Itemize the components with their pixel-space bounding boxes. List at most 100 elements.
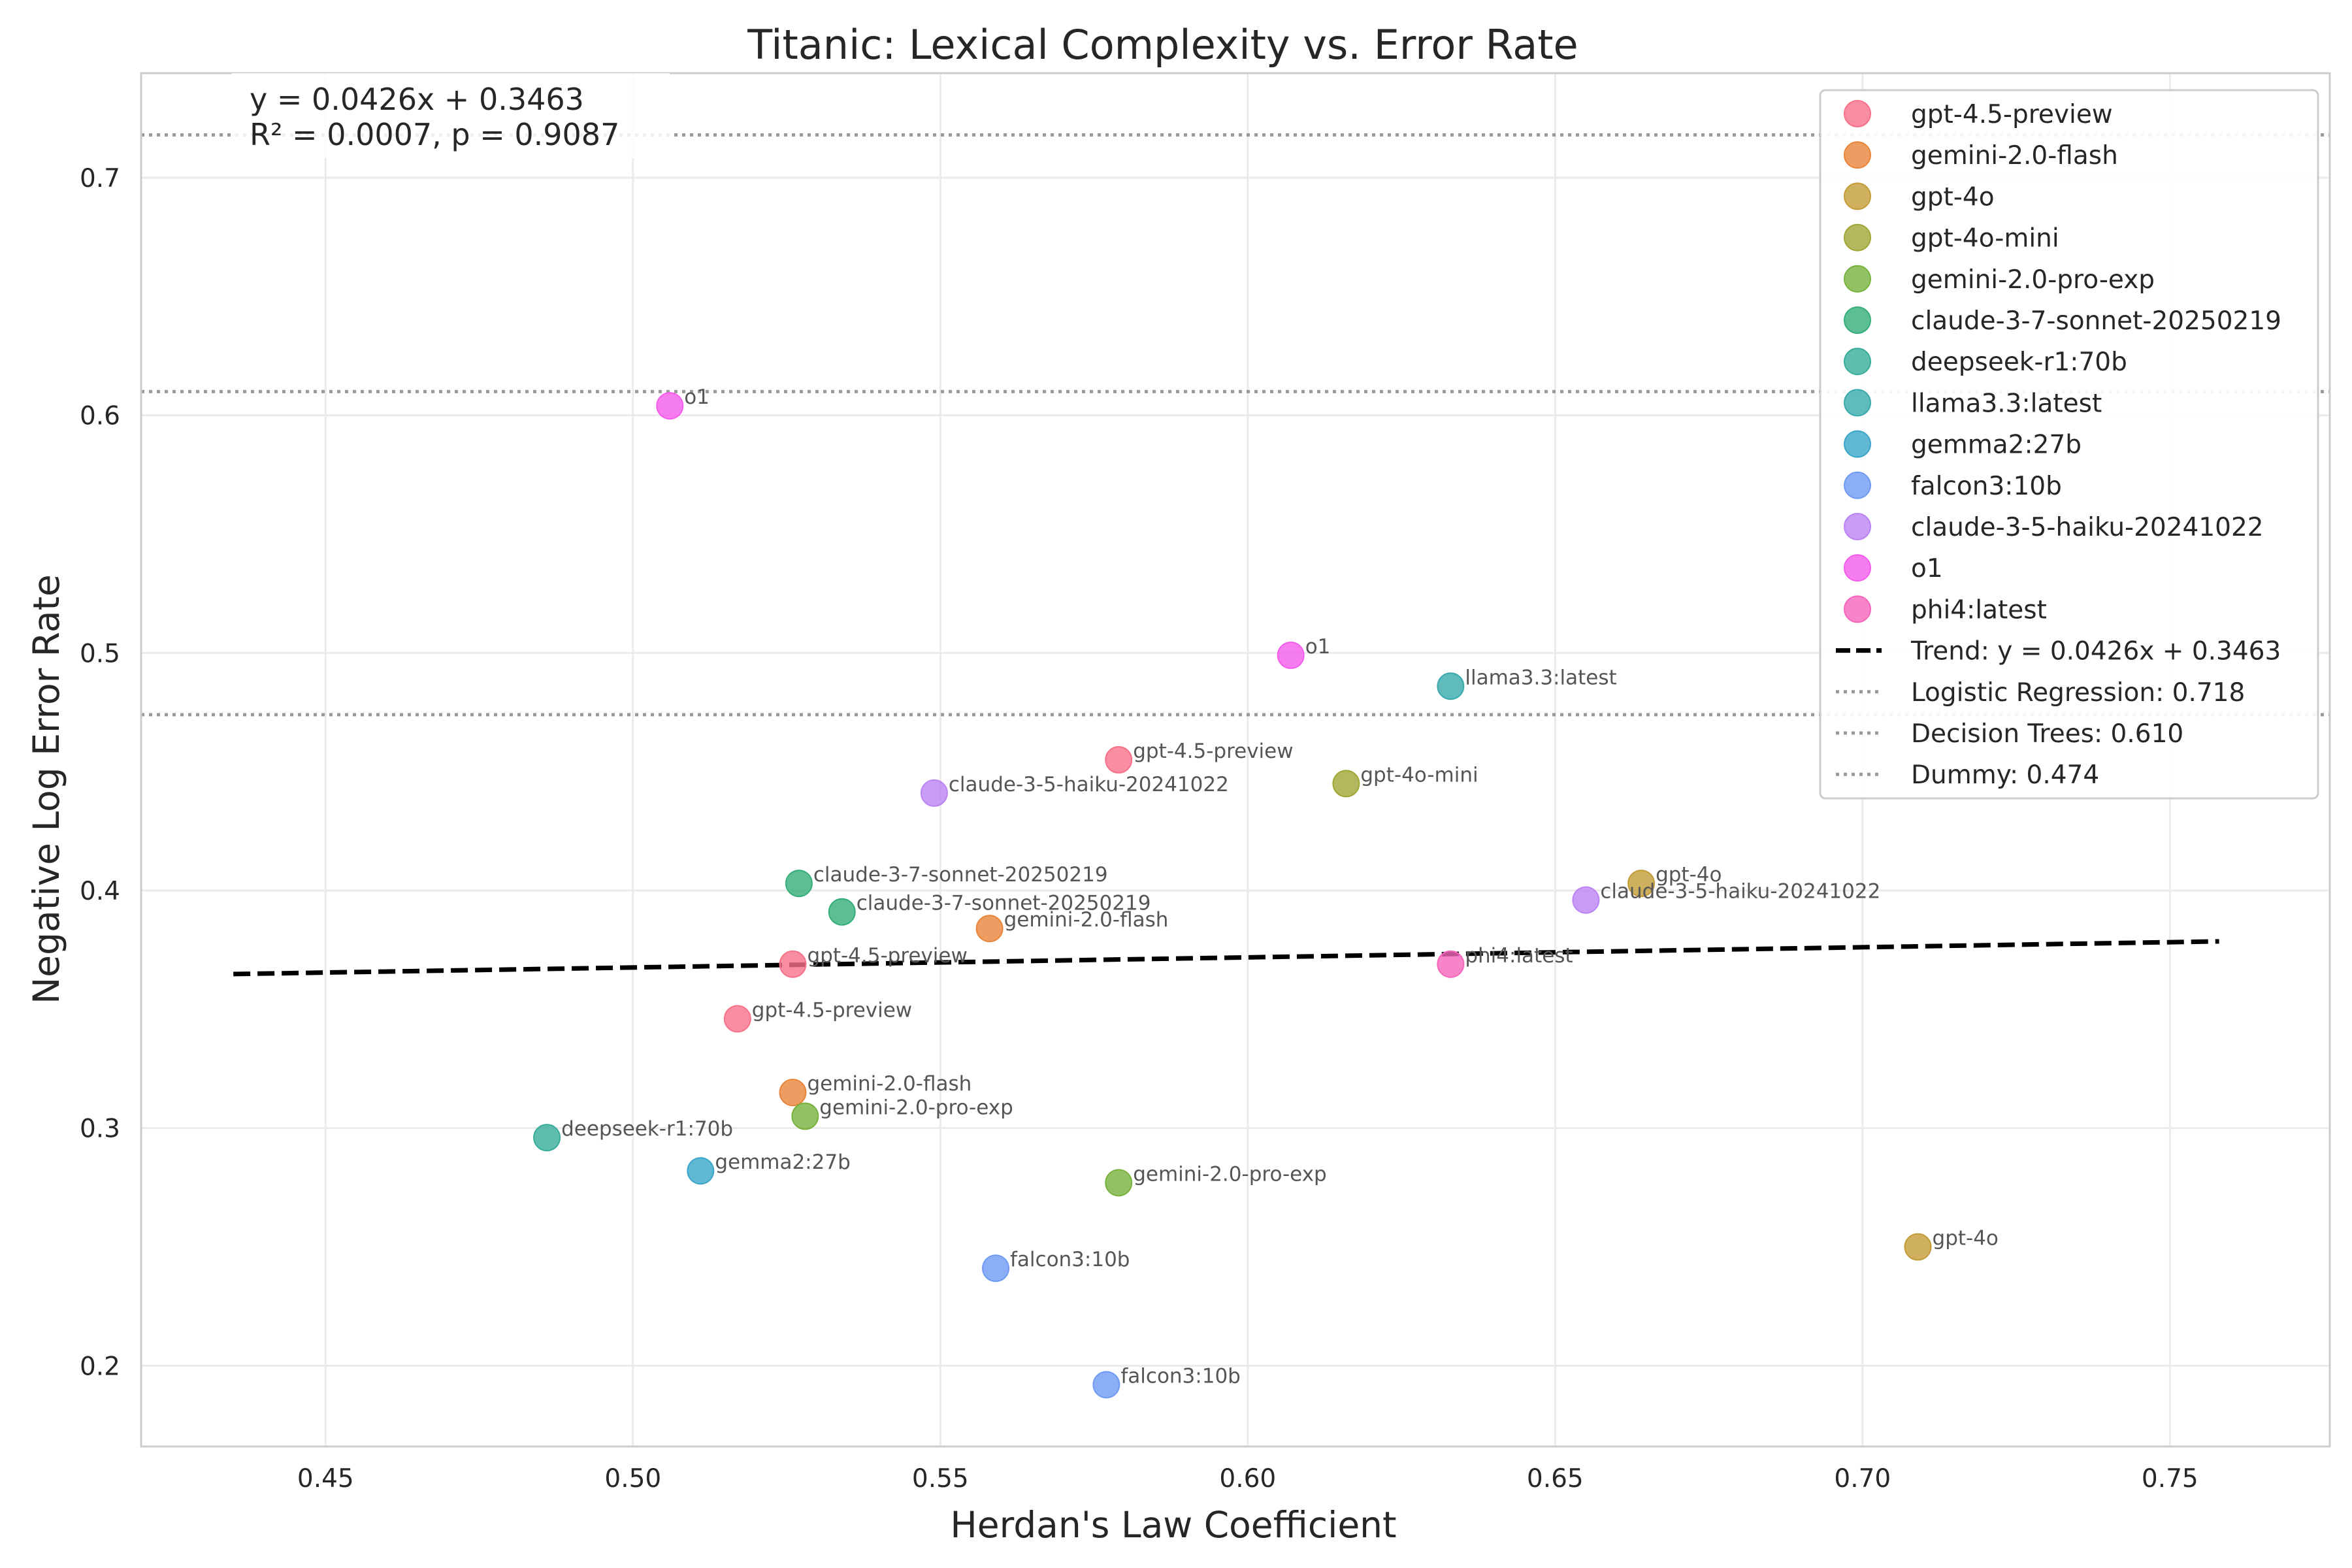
y-tick-label: 0.6	[80, 402, 120, 431]
x-tick-label: 0.45	[297, 1464, 354, 1494]
legend-marker	[1844, 265, 1871, 293]
legend-marker	[1844, 430, 1871, 458]
point-label: falcon3:10b	[1010, 1248, 1130, 1271]
point-label: o1	[684, 385, 710, 409]
legend-label: gemini-2.0-flash	[1911, 141, 2118, 171]
point-labels: gpt-4.5-preview gpt-4.5-preview gpt-4.5-pr…	[561, 385, 1999, 1388]
legend-label: gpt-4.5-preview	[1911, 100, 2113, 129]
data-point	[1437, 672, 1465, 700]
point-label: gpt-4.5-preview	[752, 998, 912, 1022]
point-label: gemini-2.0-flash	[1004, 908, 1169, 932]
data-point	[1437, 950, 1465, 978]
data-point	[828, 898, 856, 926]
y-tick-label: 0.7	[80, 164, 120, 193]
legend-marker	[1844, 141, 1871, 169]
point-label: claude-3-7-sonnet-20250219	[857, 892, 1151, 915]
point-label: gemini-2.0-pro-exp	[1133, 1162, 1327, 1186]
point-label: phi4:latest	[1465, 944, 1573, 968]
data-point	[785, 870, 813, 898]
data-point	[1904, 1233, 1932, 1261]
point-label: gpt-4.5-preview	[807, 944, 967, 968]
legend-label: gpt-4o	[1911, 182, 1995, 212]
legend-label: Logistic Regression: 0.718	[1911, 678, 2245, 708]
y-axis-label: Negative Log Error Rate	[25, 574, 67, 1004]
trend-line	[233, 939, 2219, 977]
data-point	[791, 1102, 819, 1130]
equation-text: y = 0.0426x + 0.3463	[250, 82, 584, 117]
data-point	[1627, 870, 1656, 898]
point-label: deepseek-r1:70b	[561, 1117, 733, 1141]
x-tick-label: 0.65	[1527, 1464, 1584, 1494]
x-tick-label: 0.75	[2142, 1464, 2198, 1494]
legend-marker	[1844, 223, 1871, 252]
data-point	[920, 779, 948, 807]
data-point	[1092, 1371, 1120, 1399]
data-point	[1572, 886, 1600, 914]
data-point	[723, 1005, 751, 1033]
legend-marker	[1844, 100, 1871, 127]
legend-label: Dummy: 0.474	[1911, 760, 2099, 790]
point-label: o1	[1305, 635, 1331, 659]
legend-marker	[1844, 182, 1871, 210]
point-label: claude-3-7-sonnet-20250219	[813, 863, 1108, 887]
x-tick-label: 0.50	[604, 1464, 661, 1494]
point-label: claude-3-5-haiku-20241022	[1600, 880, 1880, 904]
legend-label: gemini-2.0-pro-exp	[1911, 265, 2155, 295]
data-point	[779, 950, 807, 978]
r-squared-text: R² = 0.0007, p = 0.9087	[250, 117, 619, 152]
data-point	[1105, 1169, 1133, 1197]
data-point	[975, 915, 1004, 943]
legend-marker	[1844, 554, 1871, 582]
legend-label: gpt-4o-mini	[1911, 224, 2059, 253]
data-point	[982, 1254, 1010, 1282]
legend-label: llama3.3:latest	[1911, 389, 2102, 418]
chart-title: Titanic: Lexical Complexity vs. Error Ra…	[747, 21, 1578, 69]
y-tick-label: 0.3	[80, 1115, 120, 1144]
legend-label: gemma2:27b	[1911, 431, 2082, 460]
legend-label: claude-3-7-sonnet-20250219	[1911, 306, 2281, 336]
x-axis-ticks: 0.45 0.50 0.55 0.60 0.65 0.70 0.75	[297, 1464, 2198, 1494]
legend-marker	[1844, 389, 1871, 417]
y-axis-ticks: 0.2 0.3 0.4 0.5 0.6 0.7	[80, 164, 120, 1381]
data-points	[533, 392, 1932, 1399]
data-point	[1105, 746, 1133, 774]
point-label: claude-3-5-haiku-20241022	[949, 773, 1229, 796]
legend-label: Trend: y = 0.0426x + 0.3463	[1910, 637, 2281, 666]
x-tick-label: 0.55	[912, 1464, 969, 1494]
data-point	[656, 392, 684, 420]
legend: gpt-4.5-preview gemini-2.0-flash gpt-4o gpt…	[1819, 89, 2319, 800]
legend-label: claude-3-5-haiku-20241022	[1911, 513, 2264, 542]
legend-marker	[1844, 513, 1871, 540]
legend-label: falcon3:10b	[1911, 472, 2062, 501]
x-axis-label: Herdan's Law Coefficient	[950, 1504, 1396, 1546]
point-label: gemma2:27b	[715, 1151, 850, 1174]
legend-marker	[1844, 595, 1871, 623]
point-label: gpt-4.5-preview	[1133, 740, 1293, 763]
legend-marker	[1844, 471, 1871, 499]
point-label: gpt-4o	[1656, 863, 1722, 887]
point-label: falcon3:10b	[1120, 1364, 1240, 1388]
data-point	[687, 1157, 715, 1185]
point-label: gemini-2.0-pro-exp	[819, 1096, 1013, 1120]
x-tick-label: 0.70	[1834, 1464, 1891, 1494]
y-tick-label: 0.2	[80, 1352, 120, 1381]
data-point	[779, 1079, 807, 1107]
legend-label: o1	[1911, 554, 1943, 583]
legend-label: phi4:latest	[1911, 595, 2047, 625]
plot-area-frame	[140, 72, 2331, 1448]
point-label: gemini-2.0-flash	[807, 1072, 972, 1096]
y-tick-label: 0.4	[80, 877, 120, 906]
legend-items: gpt-4.5-preview gemini-2.0-flash gpt-4o gpt…	[1836, 100, 2281, 790]
legend-marker	[1844, 306, 1871, 334]
legend-label: deepseek-r1:70b	[1911, 348, 2127, 377]
point-label: llama3.3:latest	[1465, 666, 1616, 689]
legend-marker	[1844, 348, 1871, 376]
x-tick-label: 0.60	[1219, 1464, 1276, 1494]
data-point	[533, 1124, 561, 1152]
point-label: gpt-4o	[1933, 1227, 1999, 1250]
data-point	[1332, 770, 1360, 798]
legend-label: Decision Trees: 0.610	[1911, 719, 2183, 749]
equation-box	[232, 73, 670, 158]
y-tick-label: 0.5	[80, 639, 120, 668]
